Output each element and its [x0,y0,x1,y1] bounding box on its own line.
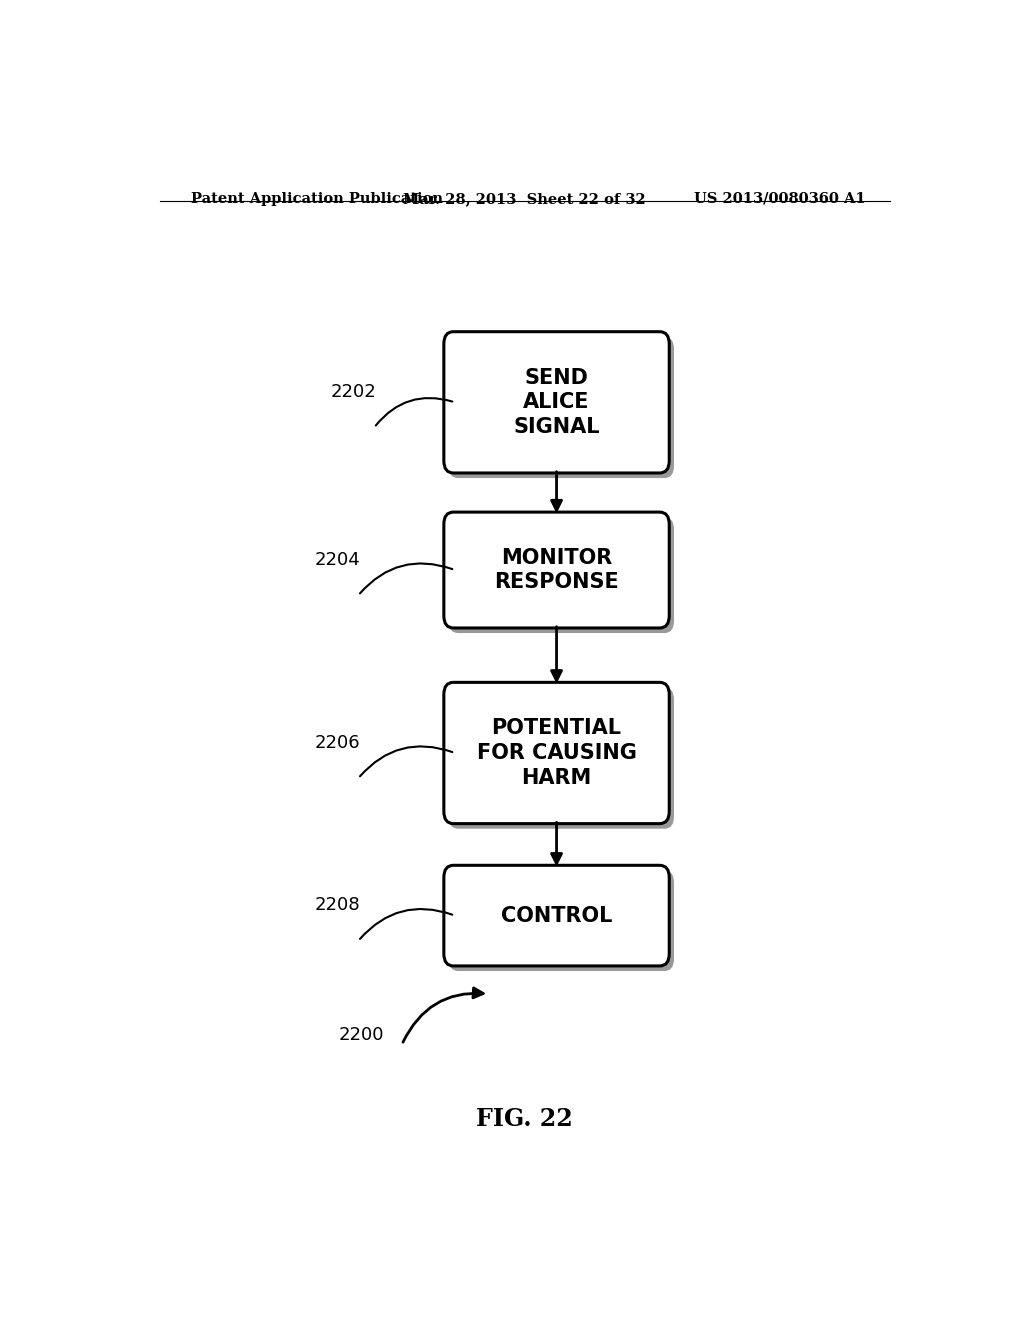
FancyBboxPatch shape [443,682,670,824]
Text: Patent Application Publication: Patent Application Publication [191,191,443,206]
Text: MONITOR
RESPONSE: MONITOR RESPONSE [495,548,618,593]
FancyBboxPatch shape [443,331,670,473]
FancyBboxPatch shape [449,337,674,478]
Text: 2200: 2200 [338,1026,384,1044]
Text: 2206: 2206 [314,734,360,752]
FancyBboxPatch shape [449,688,674,829]
FancyBboxPatch shape [449,870,674,972]
Text: 2204: 2204 [314,550,360,569]
Text: US 2013/0080360 A1: US 2013/0080360 A1 [694,191,866,206]
FancyBboxPatch shape [443,866,670,966]
Text: SEND
ALICE
SIGNAL: SEND ALICE SIGNAL [513,367,600,437]
FancyBboxPatch shape [449,517,674,634]
FancyBboxPatch shape [443,512,670,628]
Text: CONTROL: CONTROL [501,906,612,925]
Text: 2202: 2202 [331,383,376,401]
Text: 2208: 2208 [314,896,360,915]
Text: Mar. 28, 2013  Sheet 22 of 32: Mar. 28, 2013 Sheet 22 of 32 [403,191,646,206]
Text: POTENTIAL
FOR CAUSING
HARM: POTENTIAL FOR CAUSING HARM [476,718,637,788]
Text: FIG. 22: FIG. 22 [476,1107,573,1131]
